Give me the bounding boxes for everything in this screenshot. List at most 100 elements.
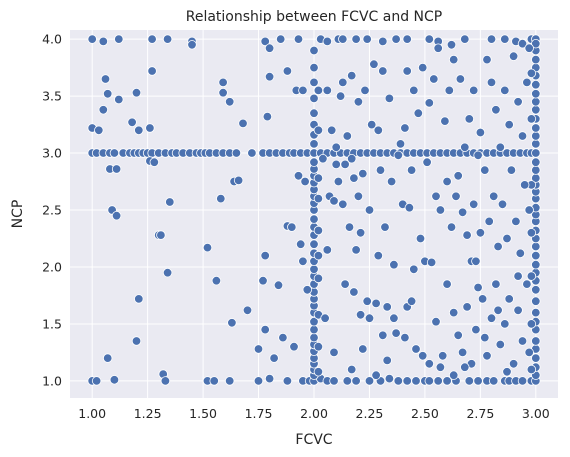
data-point [162, 268, 173, 278]
data-point [393, 150, 404, 161]
data-point [242, 305, 253, 316]
data-point [500, 34, 510, 44]
data-point [457, 347, 468, 358]
data-point [313, 193, 324, 204]
data-point [100, 74, 111, 84]
data-point [269, 353, 279, 363]
data-point [282, 66, 293, 76]
data-point [313, 225, 324, 236]
data-point [353, 97, 364, 107]
data-point [480, 332, 490, 343]
data-point [98, 105, 109, 115]
data-point [378, 66, 388, 76]
data-point [384, 373, 395, 384]
data-point [131, 336, 142, 346]
data-point [442, 176, 452, 187]
data-point [355, 228, 366, 238]
data-point [526, 68, 537, 79]
data-point [340, 279, 350, 289]
data-point [313, 273, 324, 284]
data-point [111, 164, 122, 174]
data-point [309, 62, 319, 73]
data-point [389, 313, 399, 323]
data-point [309, 157, 319, 167]
data-point [489, 191, 499, 202]
data-point [382, 302, 392, 312]
data-point [431, 191, 441, 202]
data-point [289, 342, 299, 352]
data-point [293, 34, 304, 44]
data-point [260, 36, 270, 47]
data-point [522, 77, 532, 88]
data-point [264, 71, 275, 82]
x-tick-label: 2.00 [300, 406, 328, 421]
data-point [446, 222, 457, 232]
data-point [426, 257, 437, 268]
data-point [493, 305, 503, 316]
data-point [418, 351, 428, 361]
data-point [260, 324, 270, 335]
data-point [473, 150, 483, 161]
data-point [127, 117, 137, 128]
data-point [391, 328, 401, 338]
data-point [333, 176, 344, 187]
data-point [373, 250, 384, 261]
data-point [98, 36, 109, 47]
data-point [309, 108, 319, 118]
data-point [480, 165, 490, 175]
data-point [258, 276, 268, 286]
data-point [313, 85, 324, 96]
data-point [455, 74, 466, 84]
data-point [367, 119, 377, 130]
data-point [216, 193, 226, 204]
data-point [264, 373, 275, 384]
data-point [298, 256, 308, 267]
data-point [260, 250, 270, 261]
data-point [331, 142, 341, 153]
data-point [444, 85, 455, 96]
data-point [475, 228, 486, 238]
data-point [131, 87, 142, 98]
data-point [231, 148, 242, 158]
data-point [224, 97, 235, 107]
data-point [449, 307, 459, 318]
data-point [517, 39, 528, 49]
data-point [309, 45, 319, 56]
data-point [524, 347, 534, 358]
y-tick-labels: 1.0 1.5 2.0 2.5 3.0 3.5 4.0 [42, 32, 62, 389]
data-point [253, 376, 264, 386]
data-point [224, 376, 235, 386]
data-point [253, 344, 264, 354]
data-point [473, 282, 483, 293]
data-point [313, 125, 324, 136]
data-point [353, 191, 364, 202]
y-tick-label: 2.0 [42, 259, 62, 274]
data-point [433, 376, 443, 386]
y-tick-label: 3.0 [42, 146, 62, 161]
data-point [406, 296, 417, 306]
data-point [362, 296, 372, 306]
data-point [351, 245, 361, 255]
data-point [355, 310, 366, 320]
data-point [322, 85, 333, 96]
data-point [318, 153, 328, 164]
data-point [495, 142, 506, 153]
data-point [453, 330, 463, 341]
data-point [202, 242, 213, 253]
data-point [389, 260, 399, 270]
data-point [349, 287, 359, 297]
data-point [477, 294, 488, 304]
data-point [371, 370, 381, 380]
data-point [322, 245, 333, 255]
data-point [309, 332, 319, 343]
data-point [149, 157, 160, 167]
data-point [517, 336, 528, 346]
data-point [531, 123, 541, 133]
data-point [87, 34, 97, 44]
data-point [433, 43, 443, 53]
data-point [435, 205, 446, 215]
data-point [475, 127, 486, 138]
data-point [218, 87, 228, 98]
data-point [102, 353, 113, 363]
data-point [400, 332, 410, 343]
